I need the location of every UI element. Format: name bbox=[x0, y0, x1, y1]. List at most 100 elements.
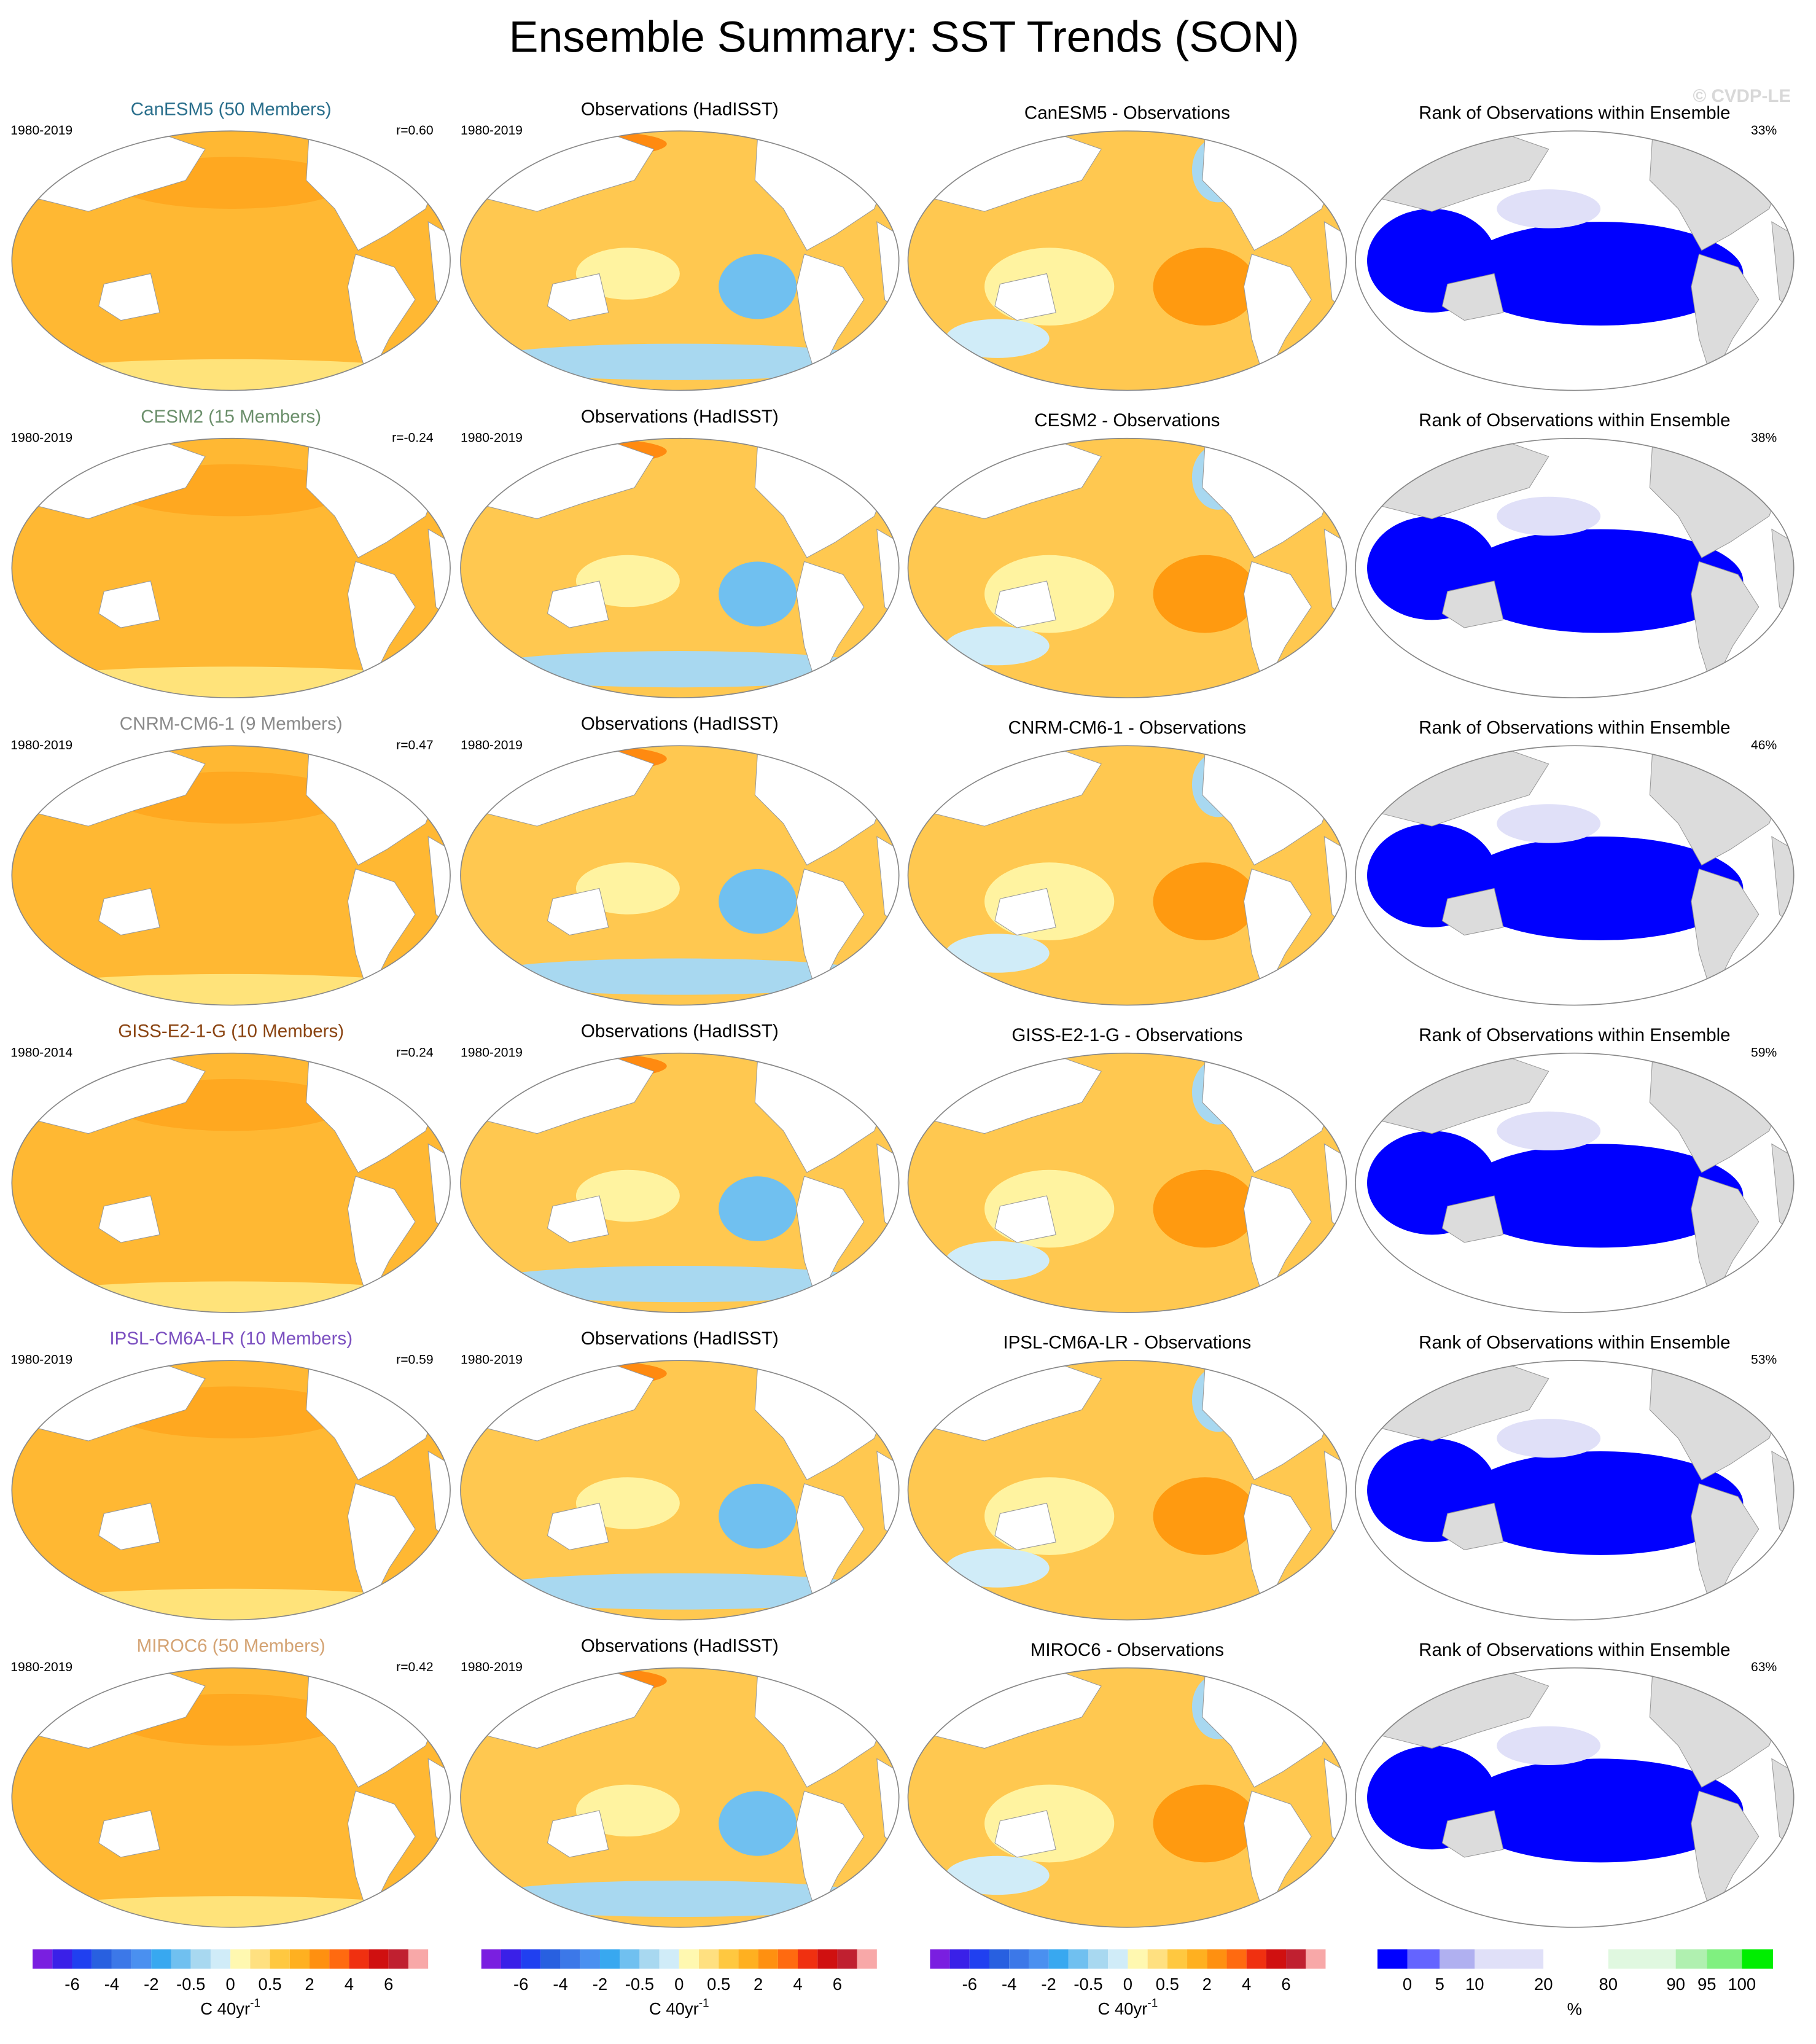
panel-title: Observations (HadISST) bbox=[581, 407, 779, 427]
colorbar-label: -6 bbox=[64, 1975, 79, 1994]
colorbar-label: 0 bbox=[1123, 1975, 1132, 1994]
panel-title: Observations (HadISST) bbox=[581, 99, 779, 119]
map-border bbox=[907, 130, 1347, 391]
field-patch bbox=[1497, 1419, 1601, 1458]
map bbox=[1355, 131, 1794, 391]
land bbox=[98, 1810, 160, 1858]
colorbar-box bbox=[1048, 1949, 1069, 1969]
colorbar-box bbox=[798, 1949, 818, 1969]
colorbar-label: -2 bbox=[1041, 1975, 1056, 1994]
land bbox=[547, 1195, 609, 1243]
colorbar-label: -2 bbox=[144, 1975, 158, 1994]
colorbar-box bbox=[289, 1949, 310, 1969]
map bbox=[1355, 1053, 1794, 1313]
field-patch bbox=[23, 666, 439, 698]
colorbar-label: 2 bbox=[305, 1975, 314, 1994]
colorbar-label: 0.5 bbox=[258, 1975, 281, 1994]
watermark: © CVDP-LE bbox=[1693, 86, 1791, 106]
colorbar-box bbox=[659, 1949, 679, 1969]
colorbar-label: -4 bbox=[104, 1975, 119, 1994]
colorbar-box bbox=[1187, 1949, 1207, 1969]
land bbox=[98, 887, 160, 936]
panel-title: Rank of Observations within Ensemble bbox=[1419, 1333, 1730, 1353]
land bbox=[994, 580, 1056, 628]
colorbar-label: 90 bbox=[1666, 1975, 1685, 1994]
field-patch bbox=[1497, 804, 1601, 843]
colorbar-box bbox=[52, 1949, 72, 1969]
land bbox=[994, 273, 1056, 321]
figure-title: Ensemble Summary: SST Trends (SON) bbox=[509, 12, 1300, 61]
colorbar-label: -6 bbox=[962, 1975, 977, 1994]
colorbar-label: 6 bbox=[1281, 1975, 1290, 1994]
panel-title: CESM2 - Observations bbox=[1034, 410, 1220, 431]
r-label: r=0.47 bbox=[396, 738, 433, 752]
colorbar-box bbox=[368, 1949, 389, 1969]
unit-sup: -1 bbox=[1147, 1997, 1158, 2010]
map-border bbox=[460, 1052, 900, 1313]
map-border bbox=[907, 437, 1347, 698]
colorbar-box bbox=[1108, 1949, 1128, 1969]
colorbar-box bbox=[1608, 1949, 1676, 1969]
land bbox=[994, 1502, 1056, 1551]
land bbox=[1441, 1195, 1504, 1243]
colorbar-box bbox=[501, 1949, 521, 1969]
colorbar-box bbox=[777, 1949, 798, 1969]
panel-title: MIROC6 (50 Members) bbox=[137, 1636, 325, 1656]
colorbar-label: -0.5 bbox=[625, 1975, 654, 1994]
colorbar-box bbox=[388, 1949, 408, 1969]
colorbar-box bbox=[1675, 1949, 1707, 1969]
field-patch bbox=[1457, 529, 1744, 633]
field-patch bbox=[23, 1588, 439, 1620]
field-patch bbox=[1497, 189, 1601, 228]
land bbox=[547, 273, 609, 321]
panel-title: CanESM5 - Observations bbox=[1024, 103, 1230, 123]
field-patch bbox=[945, 626, 1050, 666]
colorbar-label: 0.5 bbox=[707, 1975, 730, 1994]
panel-title: Observations (HadISST) bbox=[581, 1636, 779, 1656]
panel-title: CNRM-CM6-1 - Observations bbox=[1008, 718, 1246, 738]
colorbar-box bbox=[349, 1949, 369, 1969]
map bbox=[908, 1360, 1347, 1620]
years-label: 1980-2014 bbox=[10, 1045, 72, 1059]
colorbar-label: 10 bbox=[1465, 1975, 1484, 1994]
colorbar-label: 0.5 bbox=[1156, 1975, 1179, 1994]
colorbar-box bbox=[1167, 1949, 1188, 1969]
colorbar-label: 2 bbox=[1202, 1975, 1212, 1994]
map-border bbox=[1355, 130, 1795, 391]
map-border bbox=[11, 1667, 451, 1928]
years-label: 1980-2019 bbox=[461, 738, 523, 752]
colorbar-box bbox=[1742, 1949, 1773, 1969]
colorbar-box bbox=[171, 1949, 191, 1969]
field-patch bbox=[719, 1791, 797, 1856]
map bbox=[460, 1360, 899, 1620]
unit: C 40yr bbox=[1098, 1999, 1148, 2018]
map bbox=[12, 746, 451, 1005]
map bbox=[908, 746, 1347, 1005]
panel-title: Rank of Observations within Ensemble bbox=[1419, 718, 1730, 738]
land bbox=[1441, 273, 1504, 321]
field-patch bbox=[1153, 1784, 1257, 1863]
land bbox=[98, 1502, 160, 1551]
map bbox=[12, 131, 451, 391]
map-border bbox=[1355, 745, 1795, 1006]
field-patch bbox=[23, 1896, 439, 1927]
colorbar-box bbox=[1475, 1949, 1544, 1969]
land bbox=[1441, 580, 1504, 628]
map bbox=[12, 1360, 451, 1620]
colorbar-box bbox=[1407, 1949, 1440, 1969]
land bbox=[547, 1502, 609, 1551]
map bbox=[12, 438, 451, 698]
panel-title: CNRM-CM6-1 (9 Members) bbox=[120, 714, 343, 734]
field-patch bbox=[945, 319, 1050, 358]
field-patch bbox=[1457, 837, 1744, 940]
panel-title: CESM2 (15 Members) bbox=[141, 407, 321, 427]
map bbox=[12, 1668, 451, 1927]
map-border bbox=[460, 1667, 900, 1928]
map bbox=[460, 1668, 899, 1927]
colorbar-box bbox=[1377, 1949, 1408, 1969]
map bbox=[1355, 438, 1794, 698]
panel-title: Rank of Observations within Ensemble bbox=[1419, 410, 1730, 431]
years-label: 1980-2019 bbox=[10, 738, 72, 752]
colorbar-box bbox=[72, 1949, 92, 1969]
colorbar-label: -0.5 bbox=[1074, 1975, 1102, 1994]
